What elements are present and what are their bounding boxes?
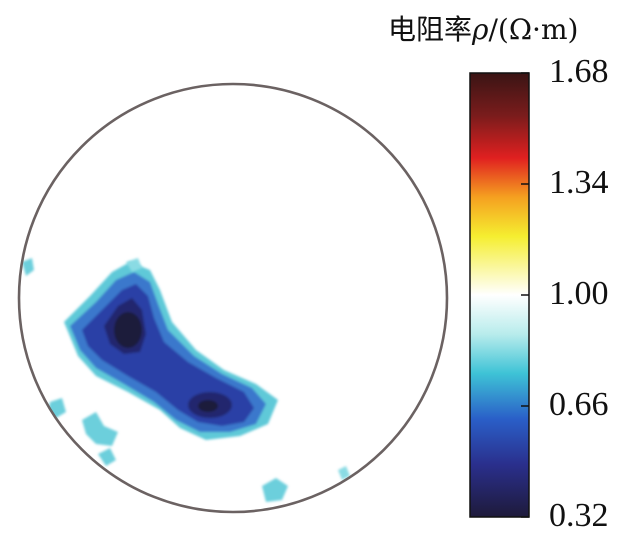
colorbar: [469, 72, 530, 518]
colorbar-tick-label: 1.34: [549, 164, 609, 201]
colorbar-title-unit: /(Ω·m): [488, 13, 579, 46]
tomography-field: [22, 258, 350, 502]
edge-patch: [82, 412, 118, 446]
colorbar-bar: [469, 72, 530, 518]
colorbar-title: 电阻率ρ/(Ω·m): [388, 8, 578, 48]
edge-patch: [262, 478, 288, 502]
edge-patch: [22, 258, 34, 276]
main-low-resistivity-zone: [64, 262, 278, 440]
anomaly-core-upper-center: [114, 312, 142, 348]
colorbar-ticks: [521, 72, 529, 518]
anomaly-core-lower-center: [198, 400, 218, 412]
colorbar-tick-label: 1.00: [549, 275, 609, 312]
domain-boundary: [17, 82, 449, 514]
edge-patch: [126, 258, 142, 272]
colorbar-tick-label: 0.66: [549, 386, 609, 423]
edge-patch: [98, 448, 116, 466]
colorbar-tick-label: 1.68: [549, 53, 609, 90]
colorbar-tick-label: 0.32: [549, 497, 609, 534]
colorbar-title-symbol: ρ: [472, 13, 489, 46]
colorbar-title-cjk: 电阻率: [388, 13, 473, 46]
edge-patch: [338, 466, 350, 480]
